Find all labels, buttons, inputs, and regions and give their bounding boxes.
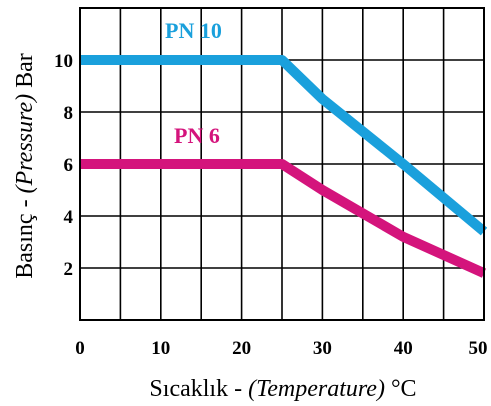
series-label-pn10: PN 10 [165,18,222,43]
series-lines [80,55,488,278]
y-tick-label: 10 [54,51,73,72]
y-axis-title-prefix: Basınç - [12,193,38,278]
x-tick-labels: 0 10 20 30 40 50 [75,338,487,359]
x-axis-title: Sıcaklık - (Temperature) °C [149,376,416,402]
y-axis-title-suffix: Bar [12,53,38,94]
plot-frame [79,7,485,321]
x-tick-label: 30 [313,338,332,359]
y-tick-label: 6 [64,155,74,176]
x-axis-title-prefix: Sıcaklık - [149,376,248,402]
series-label-pn6: PN 6 [174,123,220,148]
y-tick-label: 4 [64,207,74,228]
y-tick-labels: 2 4 6 8 10 [54,51,74,280]
x-tick-label: 10 [151,338,170,359]
y-tick-label: 8 [64,103,74,124]
x-tick-label: 0 [75,338,85,359]
y-axis-title-emphasis: (Pressure) [12,94,38,194]
series-line-pn6 [80,159,487,278]
y-axis-title: Basınç - (Pressure) Bar [12,53,38,279]
x-tick-label: 20 [232,338,251,359]
x-tick-label: 50 [469,338,488,359]
y-tick-label: 2 [64,259,74,280]
x-tick-label: 40 [394,338,413,359]
x-axis-title-emphasis: (Temperature) [248,376,385,402]
x-axis-title-suffix: °C [385,376,417,402]
series-line-pn10 [80,55,488,236]
